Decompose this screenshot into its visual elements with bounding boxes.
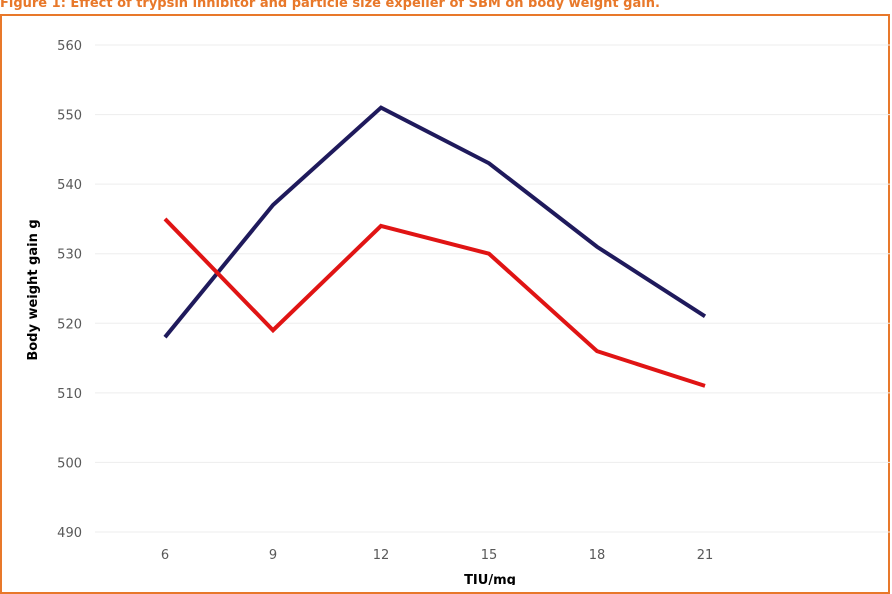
y-axis-title: Body weight gain g [26,219,41,360]
y-tick-label: 530 [57,248,82,263]
x-tick-label: 9 [269,548,277,563]
x-tick-label: 18 [589,548,606,563]
x-axis-ticks: 6 9 12 15 18 21 [161,548,713,563]
x-tick-label: 21 [697,548,714,563]
y-tick-label: 510 [57,387,82,402]
series-lines [163,105,707,388]
y-tick-label: 540 [57,178,82,193]
gridlines [95,44,890,533]
y-axis-ticks: 560 550 540 530 520 510 500 490 [57,39,82,541]
x-tick-label: 15 [481,548,498,563]
y-tick-label: 490 [57,526,82,541]
y-tick-label: 500 [57,456,82,471]
x-tick-label: 12 [373,548,390,563]
y-tick-label: 560 [57,39,82,54]
figure-caption: Figure 1: Effect of trypsin inhibitor an… [0,0,660,11]
x-axis-title: TIU/mg [464,573,516,585]
y-tick-label: 550 [57,109,82,124]
y-tick-label: 520 [57,317,82,332]
series-line-2 [163,217,706,388]
series-line-1 [163,105,707,339]
x-tick-label: 6 [161,548,169,563]
